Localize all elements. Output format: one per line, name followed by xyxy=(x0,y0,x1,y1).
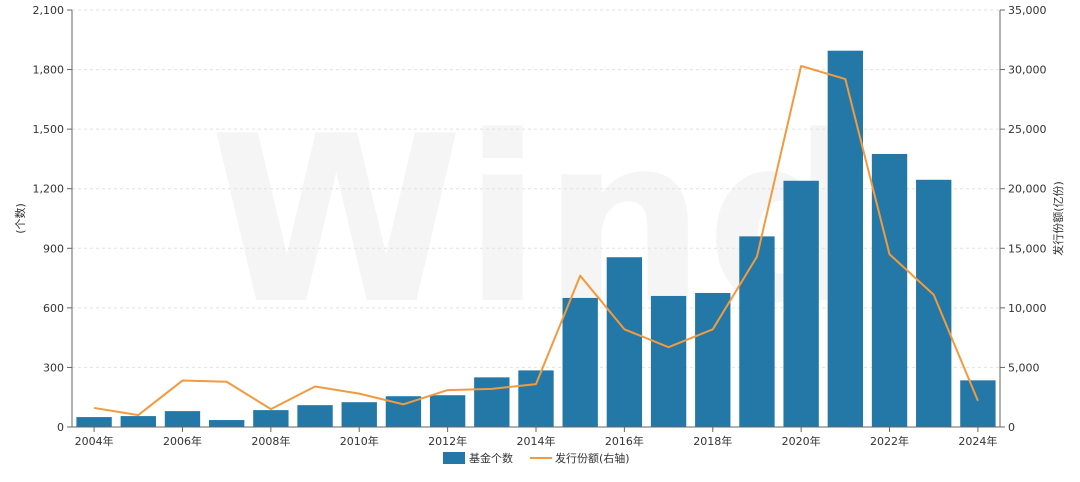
x-tick-label: 2020年 xyxy=(782,434,821,448)
bar-series xyxy=(76,50,996,427)
y-left-tick-label: 0 xyxy=(57,421,64,434)
bar xyxy=(916,179,952,427)
y-left-axis-title: (个数) xyxy=(14,203,27,234)
y-left-tick-label: 900 xyxy=(43,242,64,255)
x-tick-label: 2010年 xyxy=(340,434,379,448)
y-right-tick-label: 15,000 xyxy=(1008,242,1047,255)
bar xyxy=(341,402,377,427)
bar xyxy=(208,420,245,427)
y-right-tick-label: 0 xyxy=(1008,421,1015,434)
legend-swatch-bar xyxy=(443,452,465,464)
y-left-tick-label: 2,100 xyxy=(33,4,65,17)
bar xyxy=(739,236,775,427)
bar xyxy=(518,370,554,427)
x-tick-label: 2008年 xyxy=(251,434,290,448)
grid xyxy=(72,9,1000,368)
y-right-tick-label: 25,000 xyxy=(1008,123,1047,136)
legend-label-line: 发行份额(右轴) xyxy=(555,451,630,465)
y-left-tick-label: 1,500 xyxy=(33,123,65,136)
y-right-tick-label: 20,000 xyxy=(1008,183,1047,196)
x-tick-label: 2006年 xyxy=(163,434,202,448)
x-tick-label: 2016年 xyxy=(605,434,644,448)
y-right-tick-label: 35,000 xyxy=(1008,4,1047,17)
x-tick-label: 2004年 xyxy=(75,434,114,448)
y-right-tick-label: 5,000 xyxy=(1008,361,1040,374)
bar xyxy=(960,380,996,427)
y-right-axis-title: 发行份额(亿份) xyxy=(1051,181,1065,256)
x-tick-label: 2018年 xyxy=(693,434,732,448)
bar xyxy=(297,405,333,427)
y-left-tick-label: 1,200 xyxy=(33,183,65,196)
y-left-tick-label: 1,800 xyxy=(33,64,65,77)
bar xyxy=(871,153,908,427)
bar xyxy=(562,297,598,427)
x-tick-label: 2012年 xyxy=(428,434,467,448)
axes: 0 0 300 5,000 600 10,000 900 15,000 1,200 20,000 1… xyxy=(14,4,1065,448)
bar xyxy=(76,417,112,427)
x-tick-label: 2022年 xyxy=(870,434,909,448)
bar xyxy=(120,416,156,427)
line-series xyxy=(93,65,979,417)
bar xyxy=(606,257,643,427)
legend-label-bar: 基金个数 xyxy=(469,451,513,465)
bar xyxy=(164,411,201,427)
y-left-tick-label: 600 xyxy=(43,302,64,315)
line-path xyxy=(93,65,979,417)
bar xyxy=(783,180,819,427)
bar xyxy=(695,292,731,427)
x-tick-label: 2014年 xyxy=(517,434,556,448)
bar xyxy=(650,295,687,427)
bar xyxy=(827,50,864,427)
bar xyxy=(474,377,510,427)
bar xyxy=(429,395,466,427)
x-tick-label: 2024年 xyxy=(958,434,997,448)
legend: 基金个数 发行份额(右轴) xyxy=(443,451,630,465)
y-right-tick-label: 30,000 xyxy=(1008,64,1047,77)
y-left-tick-label: 300 xyxy=(43,361,64,374)
y-right-tick-label: 10,000 xyxy=(1008,302,1047,315)
bar xyxy=(253,410,289,427)
